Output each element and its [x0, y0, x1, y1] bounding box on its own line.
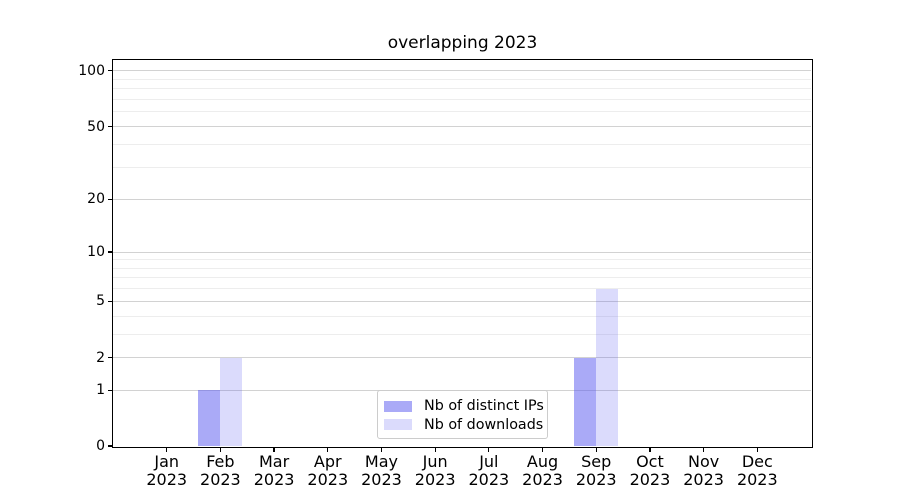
x-tick-label: May 2023 [361, 452, 402, 489]
plot-area [112, 59, 813, 448]
x-tickmark [166, 447, 168, 452]
y-tick-label: 1 [96, 382, 105, 399]
y-tick-label: 5 [96, 293, 105, 310]
bar-sep-ips [574, 357, 597, 446]
x-tickmark [327, 447, 329, 452]
y-tickmark [108, 198, 113, 200]
major-gridline [113, 126, 811, 127]
y-tick-label: 10 [87, 244, 105, 260]
y-tickmark [108, 300, 113, 302]
x-tick-label: Apr 2023 [307, 452, 349, 489]
minor-gridline [113, 315, 811, 317]
x-tickmark [380, 447, 383, 452]
major-gridline [113, 357, 811, 359]
x-tick-label: Jul 2023 [468, 452, 510, 489]
minor-gridline [113, 277, 811, 279]
x-tickmark [273, 447, 275, 452]
major-gridline [113, 251, 811, 253]
legend-label: Nb of downloads [424, 416, 544, 433]
minor-gridline [113, 166, 811, 168]
x-tickmark [703, 447, 705, 452]
x-tick-label: Jan 2023 [146, 452, 188, 489]
minor-gridline [113, 259, 811, 261]
minor-gridline [113, 143, 811, 145]
legend: Nb of distinct IPs Nb of downloads [377, 390, 548, 439]
y-tick-label: 2 [96, 349, 105, 366]
y-tick-label: 100 [78, 62, 105, 79]
legend-entry: Nb of distinct IPs [378, 397, 547, 415]
major-gridline [113, 300, 811, 302]
legend-label: Nb of distinct IPs [424, 398, 544, 414]
legend-entry: Nb of downloads [378, 416, 547, 434]
y-tickmark [108, 125, 113, 128]
x-tick-label: Aug 2023 [522, 452, 563, 489]
minor-gridline [113, 98, 811, 100]
y-tickmark [108, 389, 113, 391]
y-tickmark [108, 445, 113, 447]
bar-sep-downloads [596, 288, 619, 446]
x-tickmark [595, 447, 597, 452]
y-tick-label: 20 [87, 191, 105, 208]
y-tickmark [108, 356, 113, 359]
x-tickmark [488, 447, 490, 452]
x-tick-label: Feb 2023 [200, 452, 241, 489]
legend-swatch [384, 400, 412, 412]
minor-gridline [113, 288, 811, 290]
x-tickmark [219, 447, 221, 452]
x-tickmark [649, 447, 651, 452]
x-tick-label: Dec 2023 [736, 452, 778, 489]
x-tickmark [756, 447, 758, 452]
bar-feb-ips [198, 390, 221, 446]
y-tick-label: 50 [87, 118, 105, 135]
x-tick-label: Mar 2023 [253, 452, 295, 489]
x-tick-label: Oct 2023 [629, 452, 671, 489]
major-gridline [113, 198, 811, 200]
y-tick-label: 0 [96, 438, 105, 454]
chart-title: overlapping 2023 [387, 33, 538, 53]
x-tick-label: Jun 2023 [414, 452, 456, 489]
minor-gridline [113, 333, 811, 335]
minor-gridline [113, 88, 811, 90]
y-tickmark [108, 69, 113, 72]
major-gridline [113, 70, 811, 72]
minor-gridline [113, 267, 811, 269]
x-tickmark [434, 447, 436, 452]
bar-feb-downloads [220, 357, 243, 446]
x-tickmark [541, 447, 544, 452]
minor-gridline [113, 111, 811, 113]
y-tickmark [108, 251, 113, 253]
x-tick-label: Sep 2023 [575, 452, 617, 489]
minor-gridline [113, 78, 811, 80]
x-tick-label: Nov 2023 [683, 452, 724, 489]
legend-swatch [384, 419, 412, 430]
